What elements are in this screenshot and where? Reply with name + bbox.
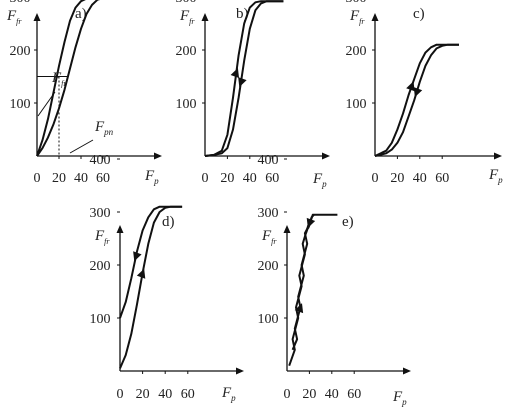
y-axis-arrow bbox=[201, 13, 209, 21]
x-tick-label: 20 bbox=[390, 171, 404, 186]
y-tick-label: 200 bbox=[176, 44, 197, 59]
series-line-2 bbox=[36, 0, 101, 157]
x-tick-label: 20 bbox=[136, 387, 150, 402]
x-tick-label: 0 bbox=[372, 171, 379, 186]
y-axis-label: Ffr bbox=[261, 228, 277, 246]
x-axis-arrow bbox=[403, 367, 411, 375]
series-line-2 bbox=[204, 0, 284, 157]
annotation-label-ffr: Ffr bbox=[51, 70, 67, 88]
x-tick-label: 0 bbox=[284, 387, 291, 402]
y-axis-arrow bbox=[283, 225, 291, 233]
y-axis-label: Ffr bbox=[6, 8, 22, 26]
y-tick-label: 100 bbox=[90, 312, 111, 327]
series-line-1 bbox=[36, 0, 86, 157]
direction-arrow-1 bbox=[294, 303, 304, 314]
x-axis-label: Fp bbox=[221, 385, 236, 403]
y-tick-label: 200 bbox=[258, 259, 279, 274]
series-line-1 bbox=[374, 43, 459, 157]
x-tick-label: 0 bbox=[34, 171, 41, 186]
y-tick-label: 200 bbox=[346, 44, 367, 59]
direction-arrow-2 bbox=[413, 87, 423, 98]
y-tick-label: 300 bbox=[176, 0, 197, 6]
x-tick-label: 40 bbox=[158, 387, 172, 402]
x-tick-label: 40 bbox=[325, 387, 339, 402]
panel-label: d) bbox=[162, 214, 175, 230]
y-tick-label: 200 bbox=[10, 44, 31, 59]
y-tick-label: 300 bbox=[346, 0, 367, 6]
direction-arrow-1 bbox=[230, 68, 240, 79]
chart-panel-a: 100 200 300 400 0 20 40 60 a) Ffr Fp Ffr Fpn bbox=[6, 0, 162, 186]
y-tick-label: 100 bbox=[176, 97, 197, 112]
y-axis-arrow bbox=[371, 13, 379, 21]
y-tick-label: 300 bbox=[10, 0, 31, 6]
panel-label: e) bbox=[342, 214, 354, 230]
y-axis-label: Ffr bbox=[179, 8, 195, 26]
panel-label: a) bbox=[75, 6, 87, 22]
x-tick-label: 20 bbox=[52, 171, 66, 186]
panel-label: c) bbox=[413, 6, 425, 22]
y-tick-label: 100 bbox=[10, 97, 31, 112]
x-axis-arrow bbox=[322, 152, 330, 160]
x-tick-label: 40 bbox=[413, 171, 427, 186]
y-axis-label: Ffr bbox=[94, 228, 110, 246]
y-tick-label: 300 bbox=[90, 206, 111, 221]
y-axis-label: Ffr bbox=[349, 8, 365, 26]
x-tick-label: 40 bbox=[243, 171, 257, 186]
x-tick-label: 60 bbox=[96, 171, 110, 186]
x-axis-arrow bbox=[154, 152, 162, 160]
series-line-2 bbox=[288, 214, 315, 367]
series-line-1 bbox=[204, 0, 284, 157]
series-line-2 bbox=[374, 43, 459, 157]
x-axis-label: Fp bbox=[488, 167, 503, 185]
y-tick-label: 200 bbox=[90, 259, 111, 274]
y-axis-arrow bbox=[33, 13, 41, 21]
direction-arrow-1 bbox=[133, 251, 142, 262]
x-tick-label: 60 bbox=[347, 387, 361, 402]
direction-arrow-2 bbox=[306, 217, 316, 228]
x-axis-label: Fp bbox=[312, 171, 327, 189]
direction-arrow-2 bbox=[136, 268, 146, 279]
x-tick-label: 60 bbox=[181, 387, 195, 402]
x-tick-label: 40 bbox=[74, 171, 88, 186]
direction-arrow-2 bbox=[238, 77, 247, 88]
y-axis-arrow bbox=[116, 225, 124, 233]
annotation-label-fpn: Fpn bbox=[94, 119, 114, 137]
x-axis-arrow bbox=[494, 152, 502, 160]
x-tick-label: 0 bbox=[202, 171, 209, 186]
annotation-leader-ffr bbox=[37, 91, 56, 117]
x-axis-label: Fp bbox=[392, 389, 407, 407]
y-tick-label: 400 bbox=[90, 153, 111, 168]
x-tick-label: 60 bbox=[435, 171, 449, 186]
series-line-1 bbox=[291, 213, 338, 351]
x-tick-label: 20 bbox=[220, 171, 234, 186]
series-line-2 bbox=[119, 205, 183, 369]
x-tick-label: 60 bbox=[265, 171, 279, 186]
y-tick-label: 300 bbox=[258, 206, 279, 221]
x-axis-label: Fp bbox=[144, 168, 159, 186]
direction-arrow-1 bbox=[406, 81, 415, 92]
y-tick-label: 400 bbox=[258, 153, 279, 168]
y-tick-label: 100 bbox=[346, 97, 367, 112]
x-tick-label: 20 bbox=[302, 387, 316, 402]
x-axis-arrow bbox=[236, 367, 244, 375]
y-tick-label: 100 bbox=[258, 312, 279, 327]
x-tick-label: 0 bbox=[117, 387, 124, 402]
annotation-leader-fpn bbox=[69, 139, 94, 154]
